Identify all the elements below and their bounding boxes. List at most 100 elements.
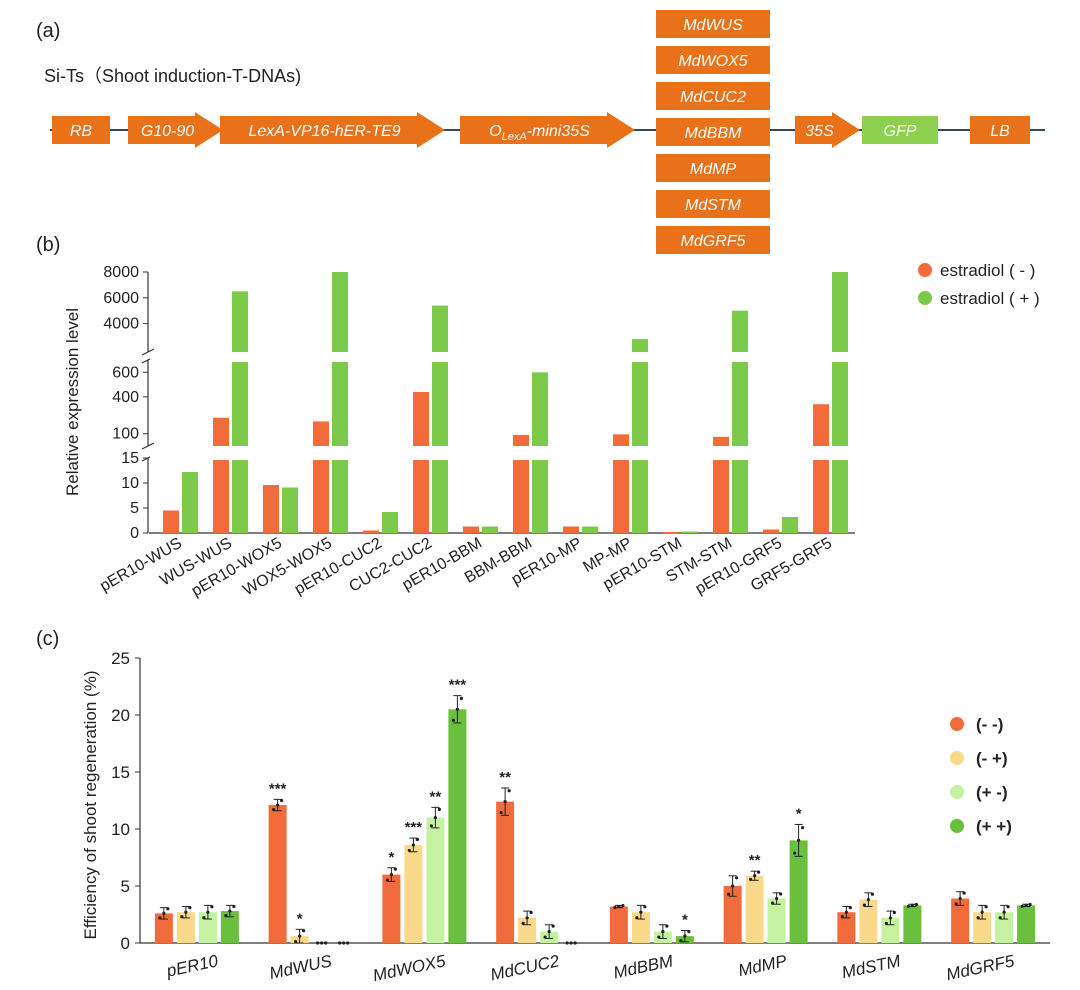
legend-swatch-2	[950, 785, 964, 799]
element-g10-90-label: G10-90	[141, 123, 194, 140]
element-35s-label: 35S	[805, 123, 834, 140]
gene-box-mdbbm	[656, 118, 770, 146]
bar-segment	[332, 360, 348, 446]
legend-label-1: (- +)	[976, 749, 1008, 768]
element-gfp-box	[862, 116, 938, 144]
replicate-dot	[643, 905, 647, 909]
bar-per10-grf5-0	[763, 529, 779, 533]
replicate-dot	[437, 807, 441, 811]
replicate-dot	[683, 934, 687, 938]
replicate-dot	[661, 930, 665, 934]
replicate-dot	[984, 905, 988, 909]
bar-per10-mp-0	[563, 526, 579, 533]
y-tick-label: 100	[112, 426, 139, 443]
replicate-dot	[888, 916, 892, 920]
bar-mdgrf5-1	[973, 912, 992, 943]
replicate-dot	[184, 910, 188, 914]
replicate-dot	[906, 904, 910, 908]
bar-wox5-wox5-1	[332, 272, 348, 352]
bar-segment	[832, 458, 848, 533]
element-35s-arrow	[795, 112, 860, 148]
x-tick-label: pER10	[164, 951, 220, 981]
x-tick-label: MdBBM	[612, 951, 676, 982]
gene-box-mdcuc2	[656, 82, 770, 110]
replicate-dot	[771, 901, 775, 905]
bar-mdwus-0	[268, 805, 287, 943]
x-tick-label: pER10-WUS	[97, 535, 185, 596]
replicate-dot	[1028, 902, 1032, 907]
replicate-dot	[1006, 905, 1010, 909]
y-tick-label: 0	[130, 525, 139, 542]
legend-label-1: estradiol ( + )	[940, 289, 1040, 308]
replicate-dot	[639, 910, 643, 914]
bar-mdwox5-1	[404, 844, 423, 943]
bar-segment	[232, 360, 248, 446]
legend-label-0: (- -)	[976, 715, 1003, 734]
bar-cuc2-cuc2-0	[413, 391, 429, 446]
legend-label-0: estradiol ( - )	[940, 261, 1035, 280]
replicate-dot	[166, 907, 170, 911]
element-lexa-vp16-her-te9-label: LexA-VP16-hER-TE9	[248, 123, 400, 140]
bar-stm-stm-0	[713, 436, 729, 446]
bar-mp-mp-0	[613, 434, 629, 446]
replicate-dot	[188, 906, 192, 910]
gene-box-mdmp	[656, 154, 770, 182]
axis-break-mark-0	[141, 442, 155, 450]
gene-label-mdcuc2: MdCUC2	[680, 89, 746, 106]
replicate-dot	[980, 910, 984, 914]
replicate-dot	[302, 929, 306, 933]
replicate-dot	[621, 904, 625, 908]
bar-mp-mp-1	[632, 339, 648, 352]
replicate-dot	[407, 848, 411, 853]
panel-a-subtitle: Si-Ts（Shoot induction-T-DNAs)	[44, 66, 302, 86]
replicate-dot	[757, 870, 761, 874]
bar-segment	[513, 458, 529, 533]
y-tick-label: 8000	[103, 264, 139, 281]
replicate-dot	[224, 914, 228, 918]
replicate-dot	[228, 909, 232, 913]
bar-mdmp-1	[745, 875, 764, 943]
replicate-dot	[459, 696, 463, 700]
y-axis-label: Relative expression level	[63, 308, 82, 496]
replicate-dot	[529, 910, 533, 915]
element-rb-label: RB	[70, 123, 93, 140]
legend-label-2: (+ -)	[976, 783, 1008, 802]
bar-mdgrf5-0	[951, 898, 970, 943]
replicate-dot	[910, 903, 914, 907]
significance-mark: *	[297, 910, 303, 927]
replicate-dot	[276, 803, 280, 807]
bar-mdbbm-0	[609, 906, 628, 943]
y-tick-label: 25	[111, 649, 130, 668]
y-tick-label: 10	[111, 820, 130, 839]
replicate-dot	[848, 906, 852, 910]
significance-mark: ***	[405, 819, 423, 836]
bar-stm-stm-1	[732, 310, 748, 352]
replicate-dot	[617, 904, 621, 909]
bar-segment	[213, 458, 229, 533]
replicate-dot	[976, 916, 980, 920]
replicate-dot	[298, 934, 302, 938]
bar-mdwox5-3	[448, 709, 467, 943]
bar-per10-wus-1	[182, 472, 198, 533]
gene-label-mdstm: MdSTM	[685, 197, 742, 214]
replicate-dot	[411, 843, 415, 847]
replicate-dot	[451, 718, 455, 722]
replicate-dot	[433, 816, 437, 820]
replicate-dot	[840, 915, 844, 919]
y-tick-label: 400	[112, 389, 139, 406]
bar-grf5-grf5-0	[813, 404, 829, 446]
replicate-dot	[565, 941, 569, 945]
replicate-dot	[202, 916, 206, 920]
replicate-dot	[232, 904, 236, 909]
replicate-dot	[866, 898, 870, 902]
replicate-dot	[657, 935, 661, 939]
panel-b-label: (b)	[36, 234, 61, 256]
bar-per10-3	[220, 911, 239, 943]
replicate-dot	[415, 837, 419, 842]
bar-segment	[432, 360, 448, 446]
replicate-dot	[206, 910, 210, 914]
significance-mark: *	[796, 805, 802, 822]
gene-label-mdbbm: MdBBM	[685, 125, 743, 142]
replicate-dot	[679, 939, 683, 943]
replicate-dot	[735, 876, 739, 880]
